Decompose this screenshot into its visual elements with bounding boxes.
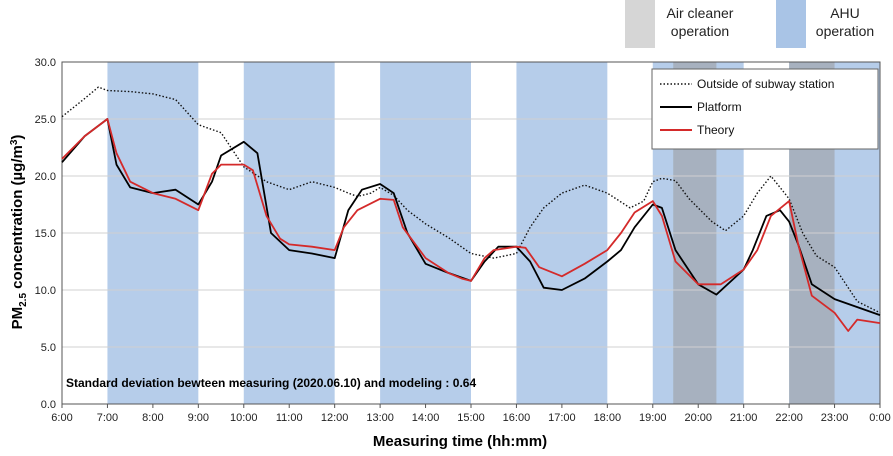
y-axis-ticks: 0.0 5.0 10.0 15.0 20.0 25.0 30.0	[35, 57, 56, 411]
y-axis-title-main: PM	[9, 307, 26, 330]
x-tick-label: 17:00	[548, 412, 576, 424]
x-tick-label: 8:00	[142, 412, 163, 424]
x-tick-label: 21:00	[730, 412, 758, 424]
legend-platform-label: Platform	[697, 100, 742, 114]
std-annotation: Standard deviation bewteen measuring (20…	[66, 376, 476, 390]
y-tick-label: 25.0	[35, 114, 56, 126]
x-tick-label: 22:00	[775, 412, 803, 424]
x-tick-label: 20:00	[684, 412, 712, 424]
y-tick-label: 0.0	[41, 399, 56, 411]
x-tick-label: 14:00	[412, 412, 440, 424]
y-axis-title-superscript: 3	[9, 139, 20, 145]
series-legend: Outside of subway station Platform Theor…	[651, 68, 879, 150]
top-legend: Air cleaner operation AHU operation	[625, 0, 874, 48]
x-tick-label: 6:00	[51, 412, 72, 424]
x-tick-label: 13:00	[366, 412, 394, 424]
x-tick-label: 0:00	[869, 412, 890, 424]
x-tick-label: 12:00	[321, 412, 349, 424]
x-tick-label: 16:00	[503, 412, 531, 424]
ahu-legend-line1: AHU	[830, 5, 860, 21]
ahu-legend-line2: operation	[816, 23, 874, 39]
air-cleaner-legend-swatch	[625, 0, 655, 48]
x-tick-label: 19:00	[639, 412, 667, 424]
y-axis-title-subscript: 2.5	[18, 293, 29, 307]
series-lines	[61, 86, 881, 332]
air-cleaner-legend-line2: operation	[671, 23, 729, 39]
y-axis-title: PM2.5 concentration (µg/m3)	[9, 135, 29, 330]
x-tick-label: 7:00	[97, 412, 118, 424]
x-axis-ticks: 6:00 7:00 8:00 9:00 10:00 11:00 12:00 13:00 14:0…	[51, 404, 891, 424]
series-line-outside-of-subway-station	[61, 86, 881, 314]
y-tick-label: 5.0	[41, 342, 56, 354]
x-axis-title: Measuring time (hh:mm)	[373, 433, 547, 450]
y-axis-title-end: )	[9, 135, 26, 140]
legend-theory-label: Theory	[697, 123, 734, 137]
x-tick-label: 15:00	[457, 412, 485, 424]
x-tick-label: 10:00	[230, 412, 258, 424]
y-tick-label: 10.0	[35, 285, 56, 297]
ahu-legend-swatch	[776, 0, 806, 48]
series-line-platform	[61, 118, 881, 316]
series-legend-box	[651, 68, 879, 150]
x-tick-label: 9:00	[188, 412, 209, 424]
y-axis-title-rest: concentration (µg/m	[9, 145, 26, 293]
y-tick-label: 15.0	[35, 228, 56, 240]
x-tick-label: 18:00	[594, 412, 622, 424]
y-tick-label: 30.0	[35, 57, 56, 69]
air-cleaner-legend-line1: Air cleaner	[667, 5, 734, 21]
series-line-theory	[61, 118, 881, 332]
y-tick-label: 20.0	[35, 171, 56, 183]
legend-outside-label: Outside of subway station	[697, 77, 834, 91]
x-tick-label: 11:00	[276, 412, 303, 424]
x-tick-label: 23:00	[821, 412, 849, 424]
